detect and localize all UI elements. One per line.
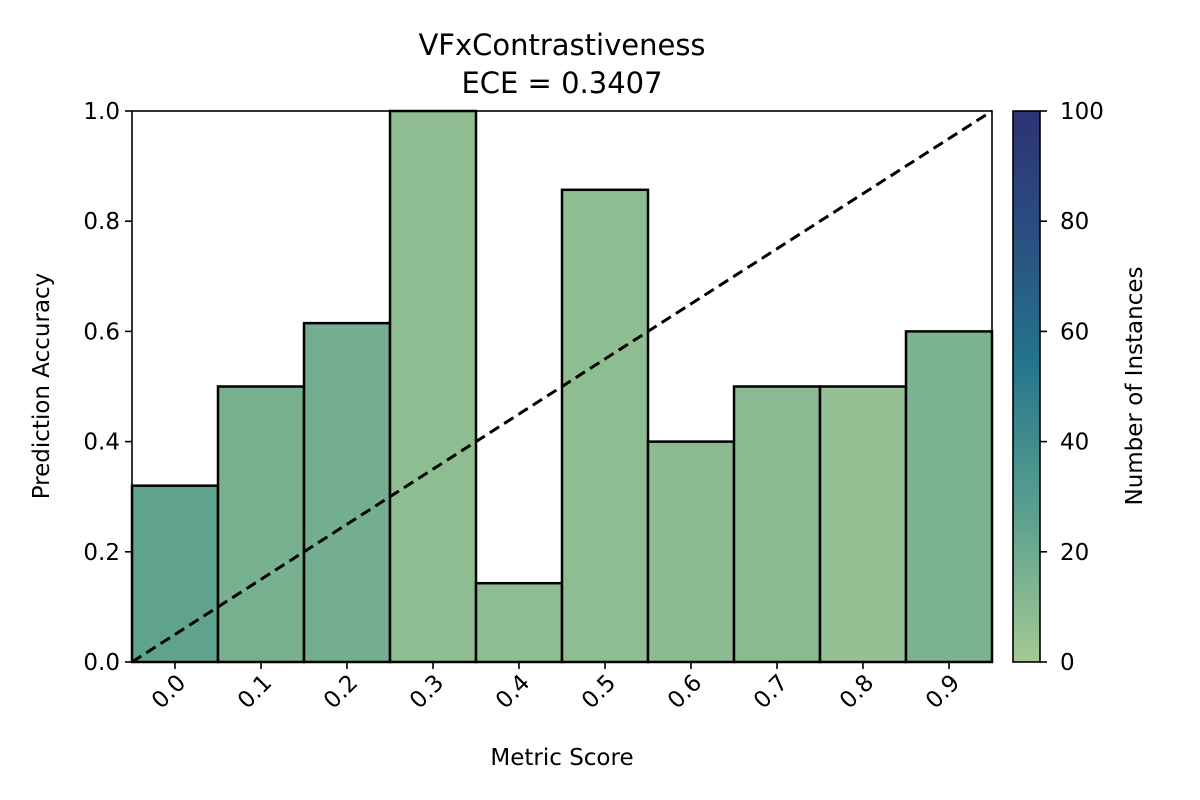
- y-tick-label: 1.0: [83, 99, 120, 125]
- x-tick-label: 0.1: [233, 670, 277, 714]
- bars: [130, 109, 994, 664]
- perfect-calibration-line: [131, 109, 993, 664]
- colorbar-tick-label: 100: [1060, 99, 1104, 125]
- x-tick-label: 0.3: [405, 670, 449, 714]
- y-axis-ticks: 0.0 0.2 0.4 0.6 0.8 1.0: [83, 99, 132, 676]
- bar: [388, 109, 478, 664]
- plot-frame: [131, 110, 993, 663]
- chart-subtitle: ECE = 0.3407: [461, 66, 662, 100]
- bar: [560, 188, 650, 664]
- y-tick-label: 0.4: [83, 430, 120, 456]
- bar: [904, 330, 994, 664]
- x-tick-label: 0.0: [147, 670, 191, 714]
- colorbar-label: Number of Instances: [1122, 267, 1148, 506]
- x-tick-label: 0.7: [749, 670, 793, 714]
- colorbar: [1012, 110, 1041, 663]
- bar: [302, 321, 392, 664]
- colorbar-tick-label: 0: [1060, 650, 1075, 676]
- y-axis-label: Prediction Accuracy: [29, 273, 55, 500]
- colorbar-tick-label: 40: [1060, 430, 1089, 456]
- x-tick-label: 0.8: [835, 670, 879, 714]
- bar: [818, 385, 908, 664]
- colorbar-tick-label: 20: [1060, 540, 1089, 566]
- bar: [646, 440, 736, 664]
- x-axis-ticks: 0.0 0.1 0.2 0.3 0.4 0.5 0.6 0.7 0.8 0.9: [147, 662, 965, 714]
- x-axis-label: Metric Score: [490, 745, 633, 771]
- y-tick-label: 0.8: [83, 209, 120, 235]
- x-tick-label: 0.6: [663, 670, 707, 714]
- x-tick-label: 0.5: [577, 670, 621, 714]
- x-tick-label: 0.9: [921, 670, 965, 714]
- y-tick-label: 0.6: [83, 319, 120, 345]
- colorbar-tick-label: 60: [1060, 319, 1089, 345]
- bar: [474, 581, 564, 664]
- bar: [216, 385, 306, 664]
- colorbar-tick-label: 80: [1060, 209, 1089, 235]
- y-tick-label: 0.0: [83, 650, 120, 676]
- x-tick-label: 0.4: [491, 670, 535, 714]
- colorbar-ticks: 0 20 40 60 80 100: [1040, 99, 1104, 676]
- x-tick-label: 0.2: [319, 670, 363, 714]
- y-tick-label: 0.2: [83, 540, 120, 566]
- chart-title: VFxContrastiveness: [418, 28, 705, 62]
- bar: [732, 385, 822, 664]
- bar: [130, 484, 220, 664]
